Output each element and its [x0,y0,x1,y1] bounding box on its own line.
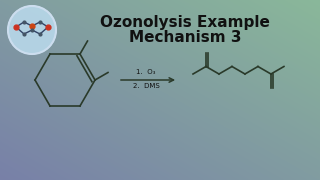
Text: Mechanism 3: Mechanism 3 [129,30,241,44]
Circle shape [8,6,56,54]
Text: 2.  DMS: 2. DMS [132,83,159,89]
Text: 1.  O₃: 1. O₃ [136,69,156,75]
Text: Ozonolysis Example: Ozonolysis Example [100,15,270,30]
